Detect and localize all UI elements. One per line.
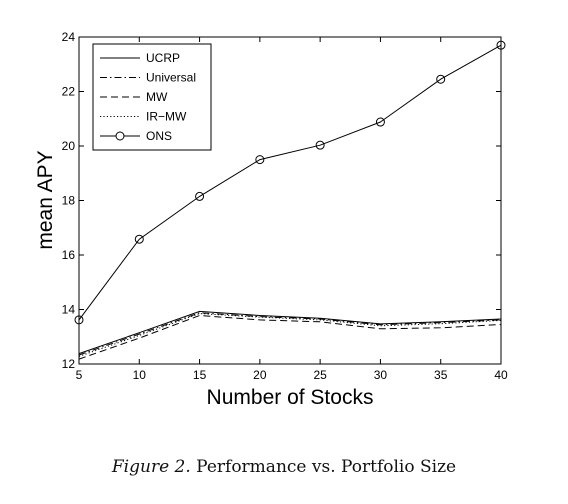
data-point-ons [315, 140, 325, 150]
data-point-ons [375, 117, 385, 127]
x-tick-label: 25 [313, 368, 327, 382]
x-tick-label: 10 [133, 368, 147, 382]
y-tick-label: 12 [62, 357, 76, 371]
y-tick-label: 24 [62, 30, 76, 44]
figure-caption: Figure 2. Performance vs. Portfolio Size [0, 457, 568, 477]
legend-label-ir-mw: IR−MW [146, 110, 187, 124]
series-line-ons [78, 44, 502, 321]
axis-ticks: 5 10 15 20 25 30 35 40 12 14 16 18 20 22 24 [62, 30, 508, 382]
legend-label-ons: ONS [146, 129, 172, 143]
caption-text: Performance vs. Portfolio Size [196, 457, 457, 477]
x-tick-label: 35 [434, 368, 448, 382]
legend-label-universal: Universal [146, 71, 196, 85]
y-axis-label: mean APY [34, 150, 57, 249]
y-tick-label: 22 [62, 85, 76, 99]
legend: UCRP Universal MW IR−MW ONS [92, 43, 212, 151]
data-point-ons [195, 191, 205, 201]
data-point-ons [74, 315, 84, 325]
data-point-ons [436, 74, 446, 84]
y-tick-label: 18 [62, 194, 76, 208]
y-tick-label: 14 [62, 303, 76, 317]
series-line-universal [78, 312, 502, 356]
y-tick-label: 20 [62, 139, 76, 153]
x-tick-label: 15 [193, 368, 207, 382]
series-line-ir-mw [78, 313, 502, 357]
legend-items: UCRP Universal MW IR−MW ONS [100, 51, 196, 143]
legend-label-mw: MW [146, 90, 168, 104]
series-line-ucrp [78, 310, 502, 355]
x-axis-label: Number of Stocks [207, 386, 374, 409]
y-tick-label: 16 [62, 248, 76, 262]
caption-label: Figure 2. [111, 457, 191, 477]
data-point-ons [496, 40, 506, 50]
legend-marker-ons [115, 131, 125, 141]
data-point-ons [134, 234, 144, 244]
chart: 5 10 15 20 25 30 35 40 12 14 16 18 20 22 24 Number of … [34, 30, 508, 409]
x-tick-label: 40 [494, 368, 508, 382]
x-tick-label: 30 [374, 368, 388, 382]
x-tick-label: 20 [253, 368, 267, 382]
data-point-ons [255, 155, 265, 165]
series-group [74, 40, 506, 360]
x-tick-label: 5 [76, 368, 83, 382]
legend-label-ucrp: UCRP [146, 51, 180, 65]
